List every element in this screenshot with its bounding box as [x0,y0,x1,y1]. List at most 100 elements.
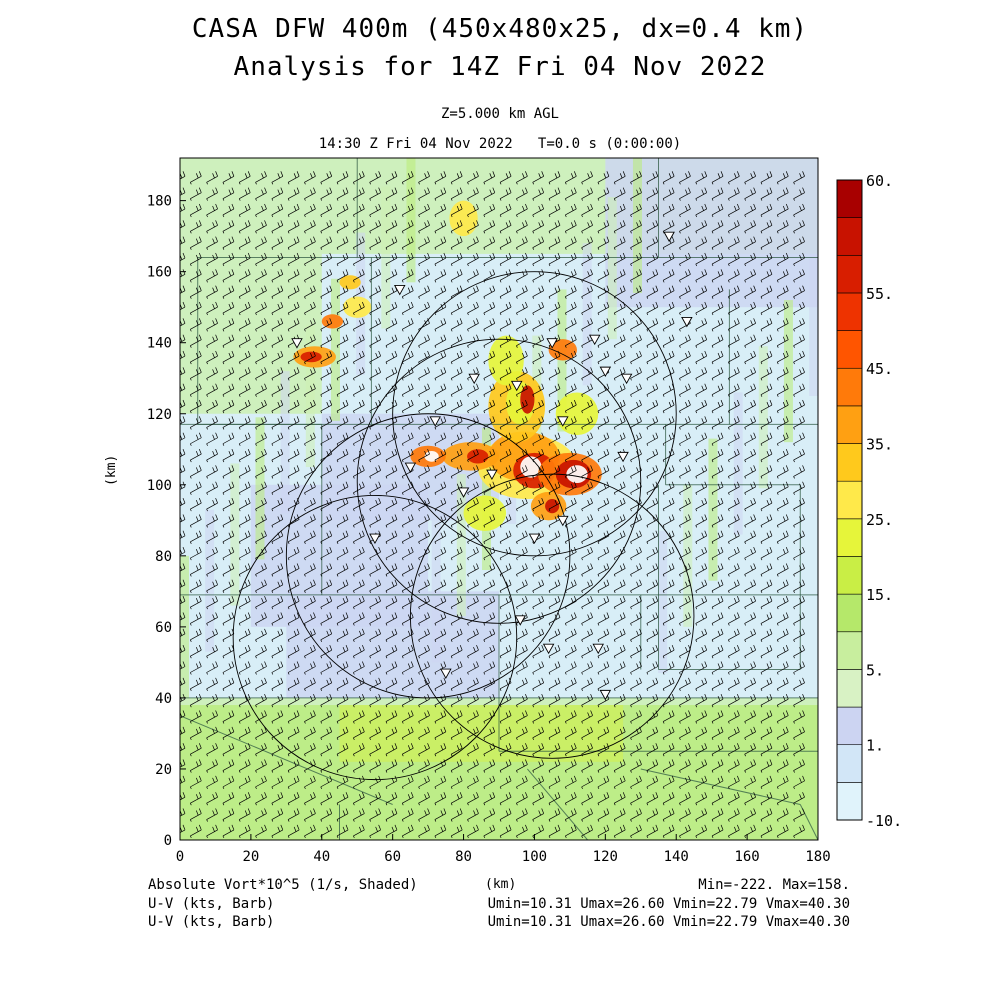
wind-barb [776,824,789,839]
radar-site-icon [620,373,633,385]
wind-barb [597,171,610,185]
wind-barb [450,171,463,185]
wind-barb [206,367,218,381]
wind-barb [189,563,202,577]
wind-barb [646,824,659,839]
wind-barb [206,432,218,446]
wind-barb [369,236,381,250]
y-tick-label: 20 [155,762,172,778]
wind-barb [483,171,496,185]
wind-barb [793,579,805,593]
wind-barb [695,171,708,185]
wind-barb [613,203,626,218]
wind-barb [304,171,316,185]
wind-barb [564,694,577,708]
wind-barb [662,612,675,626]
wind-barb [238,563,251,577]
wind-barb [467,383,479,397]
wind-barb [793,334,805,348]
wind-barb [385,383,398,397]
wind-barb [499,285,512,299]
wind-barb [287,661,300,675]
x-tick-label: 0 [176,849,184,865]
wind-barb [744,465,756,479]
colorbar-swatch [836,480,863,520]
wind-barb [385,448,398,463]
wind-barb [630,252,642,267]
wind-barb [255,252,267,267]
wind-barb [180,465,186,474]
wind-barb [793,171,805,185]
wind-barb [483,220,496,234]
wind-barb [467,726,479,741]
wind-barb [320,514,333,528]
wind-barb [776,579,789,593]
wind-barb [564,710,577,724]
wind-barb [662,726,675,741]
wind-barb [564,334,577,348]
colorbar-swatch [836,593,863,633]
wind-barb [320,694,333,708]
wind-barb [450,530,463,544]
wind-barb [695,596,708,610]
wind-barb [483,808,496,822]
colorbar-swatch [836,518,863,557]
wind-barb [418,596,430,610]
wind-barb [287,596,300,610]
wind-barb [222,383,235,397]
wind-barb [662,416,675,430]
colorbar-swatch [836,669,863,708]
wind-barb [728,612,740,626]
wind-barb [516,792,528,806]
wind-barb [467,236,479,250]
wind-barb [728,334,740,348]
wind-barb [238,743,251,757]
wind-barb [222,432,235,446]
wind-barb [222,350,235,365]
wind-barb [434,775,447,790]
wind-barb [695,432,708,446]
wind-barb [532,220,545,234]
wind-barb [336,399,349,414]
wind-barb [336,628,349,642]
wind-barb [287,465,300,479]
field-label: Absolute Vort*10^5 (1/s, Shaded) [148,877,418,893]
wind-barb [646,645,659,659]
wind-barb [336,514,349,528]
wind-barb [369,596,381,610]
wind-barb [238,612,251,626]
wind-barb [189,416,202,430]
wind-barb [695,252,708,267]
wind-barb [564,481,577,495]
wind-barb [255,563,267,577]
wind-barb [418,579,430,593]
wind-barb [776,350,789,365]
wind-barb [516,334,528,348]
wind-barb [499,399,512,414]
wind-barb [597,563,610,577]
wind-barb [532,350,545,365]
wind-barb [613,220,626,234]
wind-barb [776,596,789,610]
wind-barb [679,694,691,708]
wind-barb [564,726,577,741]
wind-barb [189,514,202,528]
wind-barb [564,416,577,430]
county-line [526,768,588,840]
wind-barb [564,301,577,316]
wind-barb [304,350,316,365]
wind-barb [793,220,805,234]
wind-barb [304,612,316,626]
wind-barb [564,187,577,201]
wind-barb [662,334,675,348]
wind-barb [532,497,545,512]
wind-barb [516,743,528,757]
y-tick-label: 100 [147,478,172,494]
wind-barb [206,628,218,642]
wind-barb [401,383,414,397]
wind-barb [630,530,642,544]
wind-barb [304,269,316,283]
wind-barb [516,203,528,218]
wind-barb [271,710,284,724]
wind-barb [255,743,267,757]
